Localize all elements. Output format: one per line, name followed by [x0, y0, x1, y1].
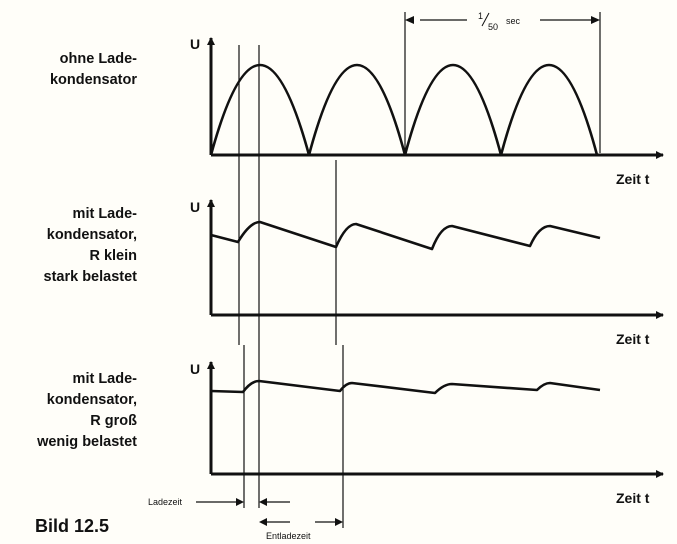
period-arrowhead-left [405, 16, 414, 24]
panel-1-label-line: kondensator [50, 72, 137, 88]
period-denominator: 50 [488, 22, 498, 32]
entladezeit-marker: Entladezeit [259, 518, 343, 541]
panel-1-label: ohne Lade- kondensator [50, 51, 137, 88]
entladezeit-arrowhead-left [259, 518, 267, 526]
panel-2-label-line: kondensator, [47, 227, 137, 243]
panel-2-x-label: Zeit t [616, 331, 650, 347]
panel-2-axes: U Zeit t [190, 199, 664, 347]
panel-3-label-line: wenig belastet [36, 434, 137, 450]
panel-2-label-line: R klein [89, 248, 137, 264]
ladezeit-label: Ladezeit [148, 497, 183, 507]
panel-3-x-label: Zeit t [616, 490, 650, 506]
ladezeit-arrowhead-right [259, 498, 267, 506]
panel-2-label-line: stark belastet [44, 269, 138, 285]
panel-1-label-line: ohne Lade- [60, 51, 138, 67]
time-guide-lines [238, 45, 344, 528]
panel-1-x-label: Zeit t [616, 171, 650, 187]
panel-1-rectified-wave [209, 64, 599, 157]
entladezeit-label: Entladezeit [266, 531, 311, 541]
panel-3-y-label: U [190, 361, 200, 377]
panel-2-label-line: mit Lade- [73, 206, 138, 222]
panel-3-axes: U Zeit t [190, 361, 664, 506]
panel-2-label: mit Lade- kondensator, R klein stark bel… [44, 206, 138, 285]
panel-1-y-label: U [190, 36, 200, 52]
period-numerator: 1 [478, 11, 483, 21]
panel-2-ripple-wave [210, 220, 601, 251]
period-arrowhead-right [591, 16, 600, 24]
panel-3-smooth-wave [210, 379, 601, 395]
panel-2-y-label: U [190, 199, 200, 215]
ladezeit-arrowhead-left [236, 498, 244, 506]
ladezeit-marker: Ladezeit [148, 497, 290, 507]
period-fraction-slash [481, 12, 490, 27]
panel-1-axes: U Zeit t [190, 36, 664, 187]
period-indicator: 1 50 sec [404, 11, 601, 153]
panel-3-label-line: kondensator, [47, 392, 137, 408]
figure-label: Bild 12.5 [35, 516, 109, 536]
entladezeit-arrowhead-right [335, 518, 343, 526]
panel-3-label-line: R groß [90, 413, 137, 429]
panel-3-label-line: mit Lade- [73, 371, 138, 387]
panel-3-label: mit Lade- kondensator, R groß wenig bela… [36, 371, 137, 450]
period-unit: sec [506, 16, 521, 26]
